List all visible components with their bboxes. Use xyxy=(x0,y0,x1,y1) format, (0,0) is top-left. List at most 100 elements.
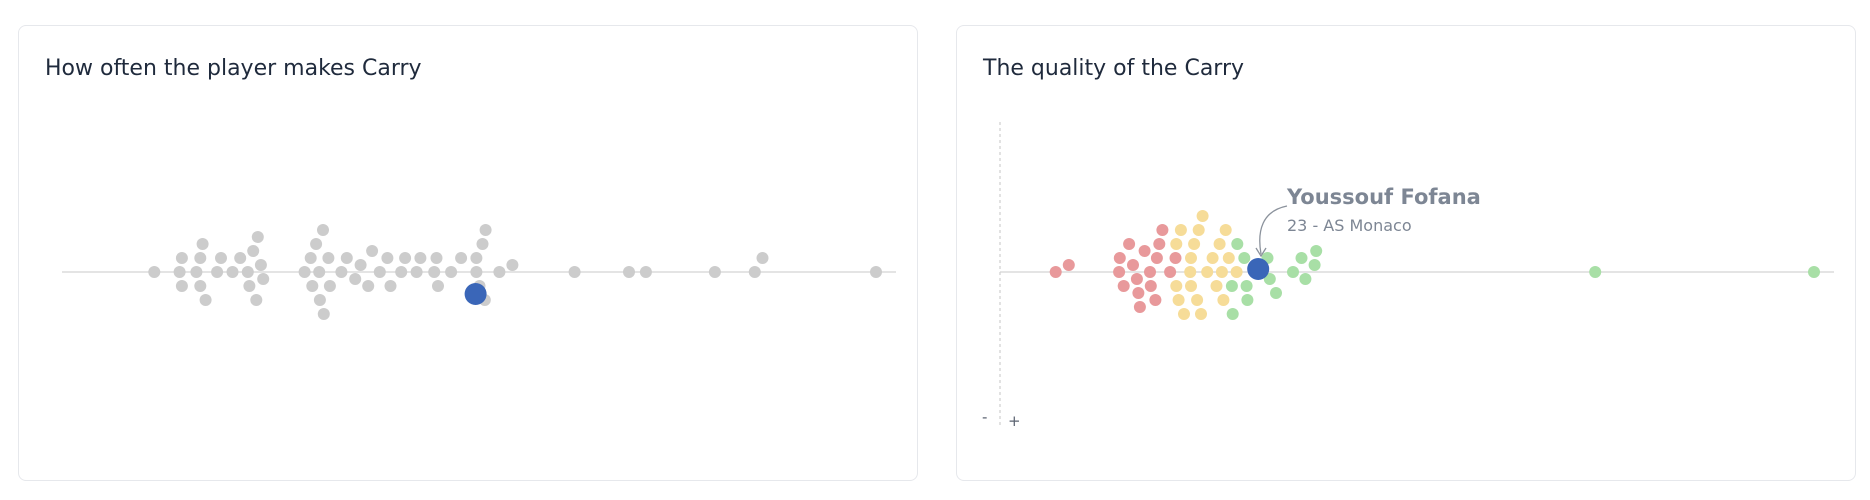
player-dot[interactable] xyxy=(1130,273,1143,285)
highlighted-player-dot[interactable] xyxy=(1247,258,1270,280)
player-dot[interactable] xyxy=(1144,266,1156,278)
player-dot[interactable] xyxy=(1206,252,1219,264)
player-dot[interactable] xyxy=(1178,308,1190,320)
highlighted-player-dot[interactable] xyxy=(464,283,487,305)
player-dot[interactable] xyxy=(1185,280,1197,292)
player-dot[interactable] xyxy=(476,238,489,250)
player-dot[interactable] xyxy=(354,259,367,271)
player-dot[interactable] xyxy=(1287,266,1299,278)
player-dot[interactable] xyxy=(211,266,224,278)
player-dot[interactable] xyxy=(1213,238,1226,250)
player-dot[interactable] xyxy=(623,266,635,278)
player-dot[interactable] xyxy=(340,252,353,264)
player-dot[interactable] xyxy=(173,266,186,278)
player-dot[interactable] xyxy=(304,252,317,264)
player-dot[interactable] xyxy=(1219,224,1232,236)
player-dot[interactable] xyxy=(1049,266,1062,278)
player-dot[interactable] xyxy=(1217,294,1230,306)
player-dot[interactable] xyxy=(1230,266,1243,278)
player-dot[interactable] xyxy=(1241,294,1254,306)
player-dot[interactable] xyxy=(1310,245,1323,257)
player-dot[interactable] xyxy=(384,280,397,292)
player-dot[interactable] xyxy=(148,266,161,278)
player-dot[interactable] xyxy=(428,266,441,278)
player-dot[interactable] xyxy=(1174,224,1187,236)
player-dot[interactable] xyxy=(1172,294,1185,306)
player-dot[interactable] xyxy=(335,266,348,278)
player-dot[interactable] xyxy=(322,252,335,264)
player-dot[interactable] xyxy=(1226,308,1239,320)
player-dot[interactable] xyxy=(1263,273,1276,285)
player-dot[interactable] xyxy=(310,238,323,250)
player-dot[interactable] xyxy=(1231,238,1244,250)
player-dot[interactable] xyxy=(870,266,882,278)
player-dot[interactable] xyxy=(445,266,458,278)
player-dot[interactable] xyxy=(479,224,492,236)
player-dot[interactable] xyxy=(306,280,319,292)
player-dot[interactable] xyxy=(323,280,336,292)
player-dot[interactable] xyxy=(373,266,386,278)
player-dot[interactable] xyxy=(175,280,188,292)
player-dot[interactable] xyxy=(395,266,408,278)
player-dot[interactable] xyxy=(381,252,394,264)
player-dot[interactable] xyxy=(1149,294,1162,306)
player-dot[interactable] xyxy=(362,280,375,292)
player-dot[interactable] xyxy=(1123,238,1136,250)
player-dot[interactable] xyxy=(313,266,326,278)
player-dot[interactable] xyxy=(1150,252,1163,264)
player-dot[interactable] xyxy=(241,266,254,278)
player-dot[interactable] xyxy=(317,308,330,320)
player-dot[interactable] xyxy=(399,252,412,264)
player-dot[interactable] xyxy=(1153,238,1166,250)
player-dot[interactable] xyxy=(1191,294,1204,306)
player-dot[interactable] xyxy=(1164,266,1177,278)
player-dot[interactable] xyxy=(199,294,212,306)
player-dot[interactable] xyxy=(190,266,203,278)
player-dot[interactable] xyxy=(1184,266,1197,278)
player-dot[interactable] xyxy=(1170,238,1183,250)
player-dot[interactable] xyxy=(1308,259,1321,271)
player-dot[interactable] xyxy=(1589,266,1602,278)
player-dot[interactable] xyxy=(470,252,483,264)
player-dot[interactable] xyxy=(1195,308,1207,320)
player-dot[interactable] xyxy=(194,280,207,292)
player-dot[interactable] xyxy=(708,266,721,278)
player-dot[interactable] xyxy=(455,252,468,264)
player-dot[interactable] xyxy=(1062,259,1075,271)
player-dot[interactable] xyxy=(430,252,443,264)
player-dot[interactable] xyxy=(349,273,362,285)
player-dot[interactable] xyxy=(1225,280,1238,292)
player-dot[interactable] xyxy=(470,266,483,278)
player-dot[interactable] xyxy=(1270,287,1282,299)
player-dot[interactable] xyxy=(432,280,444,292)
player-dot[interactable] xyxy=(243,280,256,292)
player-dot[interactable] xyxy=(1144,280,1157,292)
player-dot[interactable] xyxy=(756,252,769,264)
player-dot[interactable] xyxy=(1808,266,1820,278)
player-dot[interactable] xyxy=(254,259,267,271)
player-dot[interactable] xyxy=(1185,252,1197,264)
player-dot[interactable] xyxy=(1201,266,1214,278)
player-dot[interactable] xyxy=(1169,252,1182,264)
player-dot[interactable] xyxy=(1127,259,1139,271)
player-dot[interactable] xyxy=(1132,287,1145,299)
player-dot[interactable] xyxy=(175,252,188,264)
player-dot[interactable] xyxy=(1196,210,1209,222)
player-dot[interactable] xyxy=(366,245,379,257)
player-dot[interactable] xyxy=(1138,245,1151,257)
player-dot[interactable] xyxy=(1113,266,1126,278)
player-dot[interactable] xyxy=(1117,280,1130,292)
player-dot[interactable] xyxy=(257,273,270,285)
player-dot[interactable] xyxy=(506,259,519,271)
player-dot[interactable] xyxy=(1299,273,1312,285)
player-dot[interactable] xyxy=(1133,301,1146,313)
player-dot[interactable] xyxy=(1192,224,1205,236)
player-dot[interactable] xyxy=(1238,252,1251,264)
player-dot[interactable] xyxy=(1156,224,1169,236)
player-dot[interactable] xyxy=(251,231,264,243)
player-dot[interactable] xyxy=(1113,252,1126,264)
player-dot[interactable] xyxy=(1170,280,1183,292)
player-dot[interactable] xyxy=(1240,280,1253,292)
player-dot[interactable] xyxy=(194,252,207,264)
player-dot[interactable] xyxy=(234,252,247,264)
